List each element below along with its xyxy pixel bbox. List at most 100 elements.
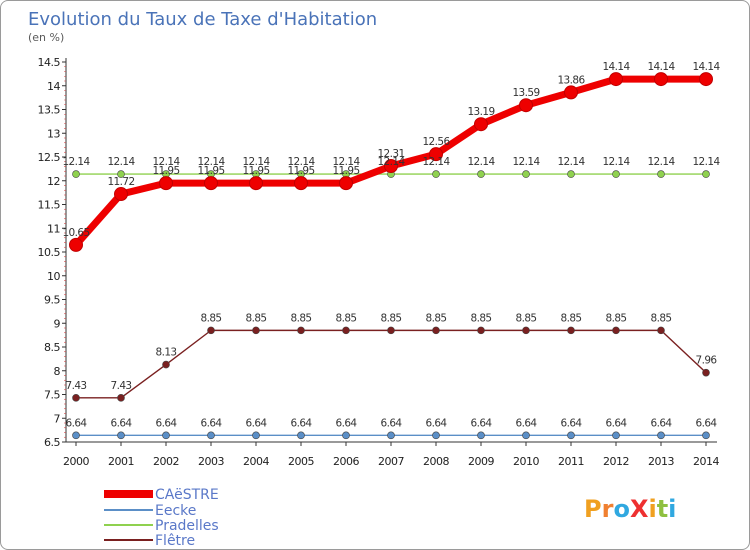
logo-letter: r bbox=[602, 495, 614, 523]
series-caëstre bbox=[69, 72, 713, 252]
data-label: 8.85 bbox=[381, 312, 402, 324]
data-label: 11.95 bbox=[332, 165, 359, 177]
data-point bbox=[612, 170, 620, 178]
y-tick-label: 11.5 bbox=[38, 199, 61, 212]
data-labels-layer: 10.65 11.72 11.95 11.95 11.95 11.95 11.95 12.31… bbox=[62, 61, 721, 429]
x-tick-label: 2006 bbox=[333, 455, 359, 468]
x-tick-label: 2011 bbox=[558, 455, 584, 468]
data-label: 8.85 bbox=[201, 312, 222, 324]
data-label: 6.64 bbox=[111, 417, 133, 429]
data-label: 8.85 bbox=[651, 312, 672, 324]
data-point bbox=[432, 326, 440, 335]
data-point bbox=[477, 326, 485, 335]
data-label: 6.64 bbox=[426, 417, 448, 429]
data-point bbox=[657, 431, 665, 440]
y-tick-label: 6.5 bbox=[44, 436, 60, 449]
data-label: 13.59 bbox=[512, 87, 539, 99]
legend-label: Flêtre bbox=[155, 533, 195, 549]
data-point bbox=[117, 431, 125, 440]
y-tick-label: 10 bbox=[47, 270, 60, 283]
data-label: 8.85 bbox=[516, 312, 537, 324]
legend-label: Pradelles bbox=[155, 518, 219, 534]
data-label: 6.64 bbox=[291, 417, 313, 429]
data-point bbox=[699, 72, 713, 87]
y-tick-label: 13.5 bbox=[38, 104, 61, 117]
data-point bbox=[567, 431, 575, 440]
logo-letter: o bbox=[613, 495, 630, 523]
data-label: 6.64 bbox=[66, 417, 88, 429]
series-layer bbox=[69, 72, 713, 440]
data-point bbox=[702, 431, 710, 440]
data-point bbox=[162, 431, 170, 440]
data-label: 14.14 bbox=[692, 61, 720, 73]
data-point bbox=[384, 159, 398, 174]
data-label: 6.64 bbox=[381, 417, 403, 429]
data-point bbox=[159, 176, 173, 191]
data-label: 12.14 bbox=[197, 156, 225, 168]
data-point bbox=[474, 117, 488, 132]
data-label: 13.86 bbox=[557, 74, 585, 86]
data-point bbox=[522, 326, 530, 335]
logo-text: ProXiti bbox=[584, 495, 676, 523]
data-point bbox=[429, 147, 443, 162]
data-label: 14.14 bbox=[602, 61, 630, 73]
data-label: 11.95 bbox=[152, 165, 179, 177]
data-label: 8.85 bbox=[291, 312, 312, 324]
x-tick-label: 2008 bbox=[423, 455, 449, 468]
data-label: 12.14 bbox=[107, 156, 135, 168]
data-label: 6.64 bbox=[336, 417, 358, 429]
data-label: 11.95 bbox=[287, 165, 314, 177]
legend-entry-pradelles: Pradelles bbox=[104, 518, 219, 534]
data-point bbox=[519, 98, 533, 113]
series-line bbox=[75, 329, 707, 399]
data-point bbox=[294, 176, 308, 191]
data-point bbox=[609, 72, 623, 87]
data-label: 6.64 bbox=[246, 417, 268, 429]
data-label: 6.64 bbox=[516, 417, 538, 429]
data-point bbox=[567, 170, 575, 178]
data-label: 14.14 bbox=[647, 61, 675, 73]
data-point bbox=[249, 176, 263, 191]
data-label: 8.85 bbox=[561, 312, 582, 324]
y-tick-label: 12.5 bbox=[38, 151, 61, 164]
data-point bbox=[477, 170, 485, 178]
x-tick-label: 2004 bbox=[243, 455, 269, 468]
data-label: 6.64 bbox=[696, 417, 718, 429]
x-tick-label: 2002 bbox=[153, 455, 179, 468]
data-point bbox=[342, 326, 350, 335]
data-point bbox=[702, 170, 710, 178]
data-point bbox=[117, 170, 125, 178]
data-label: 10.65 bbox=[62, 227, 89, 239]
x-tick-label: 2009 bbox=[468, 455, 494, 468]
data-label: 12.14 bbox=[467, 156, 495, 168]
x-tick-label: 2001 bbox=[108, 455, 134, 468]
x-tick-label: 2013 bbox=[648, 455, 674, 468]
x-tick-label: 2000 bbox=[63, 455, 89, 468]
data-point bbox=[387, 431, 395, 440]
data-label: 12.14 bbox=[557, 156, 585, 168]
data-label: 6.64 bbox=[651, 417, 673, 429]
data-label: 11.72 bbox=[107, 176, 134, 188]
x-tick-label: 2003 bbox=[198, 455, 224, 468]
legend-entry-flêtre: Flêtre bbox=[104, 533, 195, 549]
y-tick-label: 14 bbox=[47, 80, 60, 93]
data-label: 12.14 bbox=[512, 156, 540, 168]
legend-entry-caëstre: CAëSTRE bbox=[104, 487, 219, 503]
data-label: 6.64 bbox=[561, 417, 583, 429]
data-point bbox=[522, 170, 530, 178]
data-label: 11.95 bbox=[197, 165, 224, 177]
data-point bbox=[72, 394, 80, 402]
data-point bbox=[297, 326, 305, 335]
data-point bbox=[72, 431, 80, 440]
x-tick-label: 2007 bbox=[378, 455, 404, 468]
chart-title: Evolution du Taux de Taxe d'Habitation bbox=[28, 9, 377, 30]
legend-label: Eecke bbox=[155, 503, 196, 519]
logo-letter: i bbox=[648, 495, 656, 523]
data-point bbox=[522, 431, 530, 440]
data-label: 12.14 bbox=[242, 156, 270, 168]
logo-letter: X bbox=[630, 495, 649, 523]
chart-subtitle: (en %) bbox=[28, 31, 64, 44]
data-label: 12.14 bbox=[692, 156, 720, 168]
